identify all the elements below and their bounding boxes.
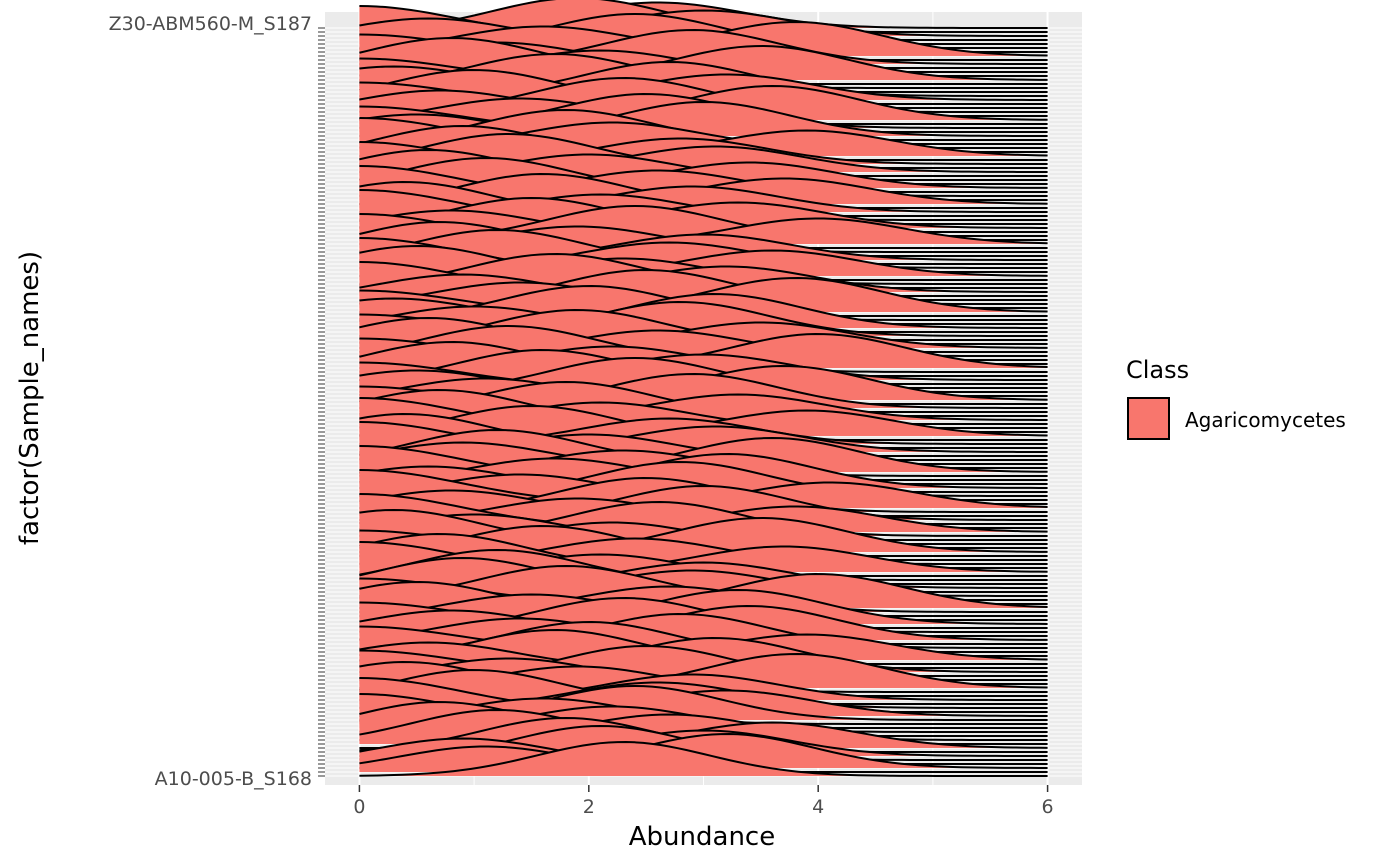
legend: Class Agaricomycetes bbox=[1126, 356, 1346, 440]
ridge-area bbox=[359, 570, 1048, 596]
ridge-area bbox=[359, 654, 1048, 688]
ridge-area bbox=[359, 474, 1048, 500]
y-axis-title: factor(Sample_names) bbox=[15, 251, 45, 545]
y-axis: Z30-ABM560-M_S187 A10-005-B_S168 bbox=[109, 13, 325, 790]
ridge-area bbox=[359, 0, 1048, 32]
x-axis: 0 2 4 6 bbox=[353, 785, 1054, 818]
ridge-area bbox=[359, 302, 1048, 336]
ridge-area bbox=[359, 46, 1048, 80]
x-axis-title: Abundance bbox=[629, 822, 775, 852]
ridge-area bbox=[359, 566, 1048, 600]
ridge-area bbox=[359, 218, 1048, 244]
ridges bbox=[359, 0, 1048, 777]
x-tick-label: 6 bbox=[1042, 796, 1054, 818]
ridge-area bbox=[359, 546, 1048, 572]
ridge-area bbox=[359, 614, 1048, 648]
x-tick-label: 4 bbox=[812, 796, 824, 818]
ridge-area bbox=[359, 486, 1048, 520]
x-tick-label: 0 bbox=[353, 796, 365, 818]
ridge-area bbox=[359, 670, 1048, 704]
ridge-area bbox=[359, 410, 1048, 436]
y-tick-label: A10-005-B_S168 bbox=[155, 768, 312, 790]
ridge-area bbox=[359, 186, 1048, 212]
ridge-area bbox=[359, 30, 1048, 64]
ridge-area bbox=[359, 462, 1048, 496]
ridge-area bbox=[359, 74, 1048, 100]
legend-swatch bbox=[1127, 397, 1170, 440]
ridge-area bbox=[359, 634, 1048, 660]
y-tick-label: Z30-ABM560-M_S187 bbox=[109, 13, 312, 35]
ridge-area bbox=[359, 250, 1048, 276]
ridge-area bbox=[359, 254, 1048, 288]
ridge-area bbox=[359, 102, 1048, 136]
ridge-area bbox=[359, 146, 1048, 172]
ridge-area bbox=[359, 406, 1048, 440]
ridge-area bbox=[359, 574, 1048, 608]
x-tick-label: 2 bbox=[583, 796, 595, 818]
ridge-area bbox=[359, 334, 1048, 368]
ridge-area bbox=[359, 518, 1048, 552]
ridge-area bbox=[359, 742, 1048, 776]
ridge-area bbox=[359, 482, 1048, 508]
ridge-area bbox=[359, 498, 1048, 524]
ridge-area bbox=[359, 426, 1048, 452]
legend-title: Class bbox=[1126, 356, 1189, 384]
legend-label: Agaricomycetes bbox=[1185, 408, 1346, 432]
ridge-area bbox=[359, 130, 1048, 156]
ridge-line bbox=[359, 741, 1048, 777]
ridge-area bbox=[359, 734, 1048, 768]
ridge-area bbox=[359, 374, 1048, 408]
